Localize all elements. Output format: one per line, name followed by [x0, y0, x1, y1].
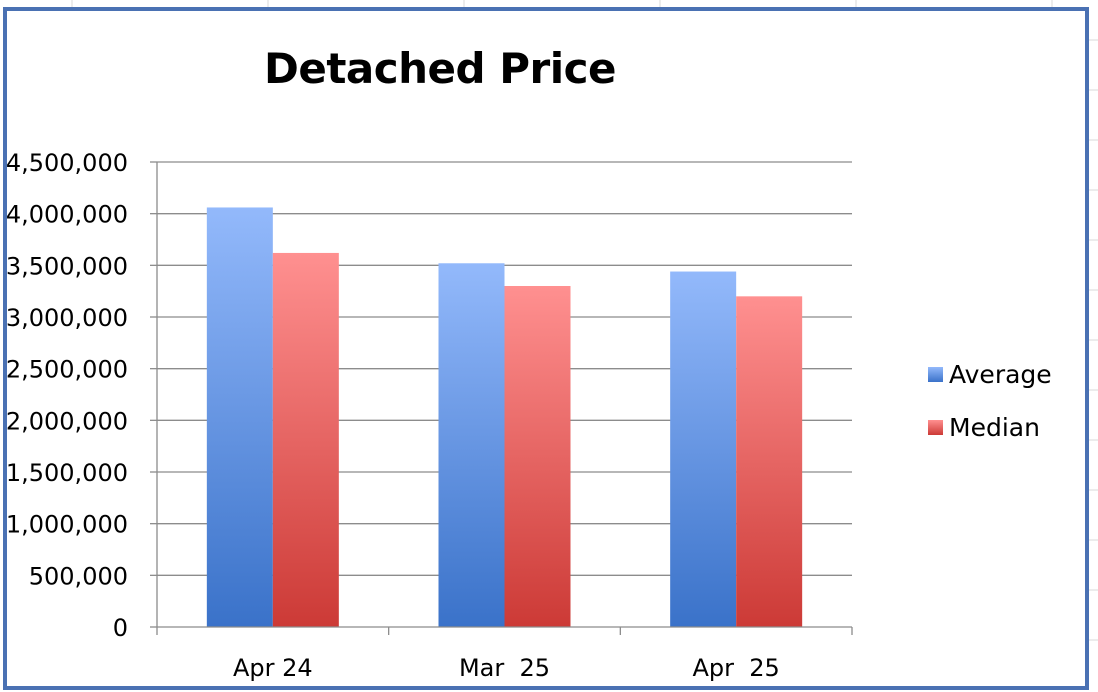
legend: Average Median — [928, 348, 1052, 454]
y-tick-label: 3,000,000 — [6, 304, 128, 332]
bar-average-2[interactable] — [438, 263, 505, 627]
y-tick-label: 1,500,000 — [6, 459, 128, 487]
legend-label-average: Average — [949, 360, 1052, 389]
bar-median-1[interactable] — [272, 252, 339, 627]
legend-item-median: Median — [928, 401, 1052, 454]
y-tick-label: 2,500,000 — [6, 356, 128, 384]
bar-median-2[interactable] — [504, 286, 571, 627]
y-tick-label: 3,500,000 — [6, 252, 128, 280]
y-tick-label: 0 — [113, 614, 128, 642]
y-tick-label: 500,000 — [29, 562, 128, 590]
chart-title: Detached Price — [263, 44, 617, 93]
y-tick-label: 2,000,000 — [6, 407, 128, 435]
y-tick-label: 4,000,000 — [6, 201, 128, 229]
y-tick-label: 1,000,000 — [6, 511, 128, 539]
y-tick-label: 4,500,000 — [6, 149, 128, 177]
bar-average-1[interactable] — [206, 207, 273, 627]
legend-label-median: Median — [949, 413, 1040, 442]
bar-median-3[interactable] — [736, 296, 803, 627]
x-tick-label: Apr 25 — [693, 654, 780, 682]
legend-swatch-average — [928, 367, 943, 382]
x-tick-label: Apr 24 — [233, 654, 313, 682]
x-tick-label: Mar 25 — [459, 654, 550, 682]
legend-item-average: Average — [928, 348, 1052, 401]
legend-swatch-median — [928, 420, 943, 435]
bar-average-3[interactable] — [670, 271, 737, 627]
